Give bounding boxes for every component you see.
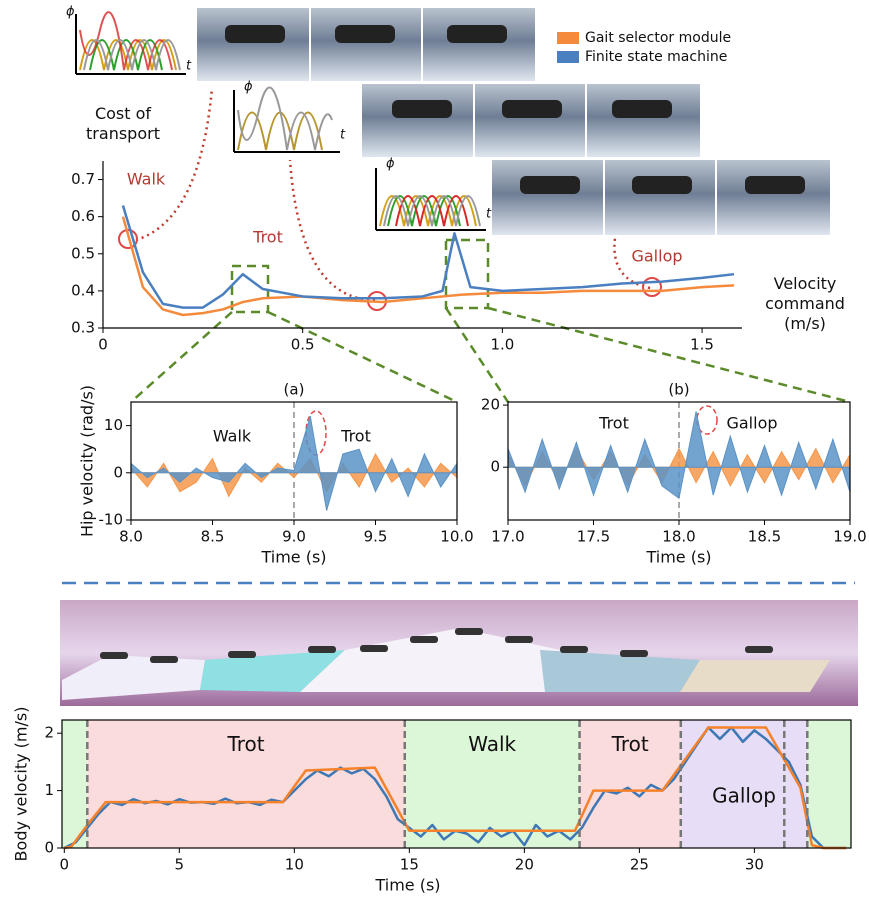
y-tick-label: 2 xyxy=(44,724,54,742)
annotation: Gallop xyxy=(726,414,777,433)
x-tick-label: 8.5 xyxy=(201,528,225,546)
x-axis-label: Time (s) xyxy=(645,548,711,567)
x-tick-label: 9.0 xyxy=(282,528,306,546)
x-tick-label: 1.5 xyxy=(690,336,714,354)
x-tick-label: 5 xyxy=(175,856,185,874)
y-tick-label: 0.4 xyxy=(71,281,95,299)
x-tick-label: 18.0 xyxy=(662,528,695,546)
phase-label: Trot xyxy=(226,732,264,756)
x-axis-label: Velocity command (m/s) xyxy=(755,274,855,334)
y-tick-label: 0.5 xyxy=(71,244,95,262)
phase-label: Trot xyxy=(611,732,649,756)
x-tick-label: 17.0 xyxy=(491,528,524,546)
y-tick-label: 10 xyxy=(104,416,123,434)
y-tick-label: 0.3 xyxy=(71,319,95,337)
y-tick-label: 0.6 xyxy=(71,207,95,225)
x-axis-label: Time (s) xyxy=(260,548,326,567)
x-tick-label: 20 xyxy=(515,856,534,874)
terrain-scene xyxy=(60,600,858,706)
phase-label: Gallop xyxy=(712,783,776,807)
legend-label: Finite state machine xyxy=(585,49,727,65)
x-tick-label: 19.0 xyxy=(833,528,866,546)
inset-axis-label: ϕ xyxy=(244,80,253,95)
chart-panel: -10 0 10 8.0 8.5 9.0 9.5 10.0 (a) Walk Trot Hip vel… xyxy=(78,381,474,567)
zoom-guides xyxy=(131,240,850,402)
y-tick-label: 0 xyxy=(44,839,54,857)
inset-axis-label: t xyxy=(186,59,192,74)
x-tick-label: 1.0 xyxy=(490,336,514,354)
phase-label: Walk xyxy=(468,732,516,756)
x-tick-label: 15 xyxy=(400,856,419,874)
inset-axis-label: t xyxy=(340,128,346,143)
y-axis-label: Body velocity (m/s) xyxy=(12,707,31,862)
inset-axis-label: ϕ xyxy=(386,157,395,172)
x-tick-label: 10 xyxy=(285,856,304,874)
x-tick-label: 10.0 xyxy=(440,528,473,546)
annotation: Walk xyxy=(127,170,166,189)
y-axis-label: Hip velocity (rad/s) xyxy=(78,385,97,537)
x-tick-label: 0 xyxy=(60,856,70,874)
figure: 0.3 0.4 0.5 0.6 0.7 0 0.5 1.0 1.5 Walk Trot Gallop G… xyxy=(0,0,869,903)
x-tick-label: 0.5 xyxy=(291,336,315,354)
legend-swatch xyxy=(557,32,579,44)
chart-panel: 0 20 17.0 17.5 18.0 18.5 19.0 (b) Trot Gallop Time… xyxy=(481,381,867,567)
annotation: Trot xyxy=(598,414,629,433)
x-tick-label: 8.0 xyxy=(119,528,143,546)
x-tick-label: 18.5 xyxy=(748,528,781,546)
x-tick-label: 25 xyxy=(630,856,649,874)
inset-axis-label: ϕ xyxy=(66,5,75,20)
panel-title: (a) xyxy=(284,381,305,399)
legend-swatch xyxy=(557,51,579,63)
y-tick-label: 0.7 xyxy=(71,170,95,188)
y-tick-label: -10 xyxy=(99,511,124,529)
phase-region xyxy=(807,720,851,848)
legend-label: Gait selector module xyxy=(585,30,731,46)
inset-axis-label: t xyxy=(486,207,492,222)
x-axis-label: Time (s) xyxy=(374,876,440,895)
x-tick-label: 9.5 xyxy=(364,528,388,546)
x-tick-label: 30 xyxy=(745,856,764,874)
y-tick-label: 0 xyxy=(490,458,500,476)
panel-title: (b) xyxy=(668,381,689,399)
annotation: Trot xyxy=(340,427,371,446)
x-tick-label: 0 xyxy=(98,336,108,354)
annotation: Gallop xyxy=(631,247,682,266)
robot-images xyxy=(197,8,830,235)
x-tick-label: 17.5 xyxy=(577,528,610,546)
y-tick-label: 20 xyxy=(481,396,500,414)
y-axis-label: Cost of transport xyxy=(68,104,178,144)
annotation: Walk xyxy=(213,427,252,446)
annotation: Trot xyxy=(252,228,283,247)
y-tick-label: 1 xyxy=(44,781,54,799)
y-tick-label: 0 xyxy=(113,463,123,481)
